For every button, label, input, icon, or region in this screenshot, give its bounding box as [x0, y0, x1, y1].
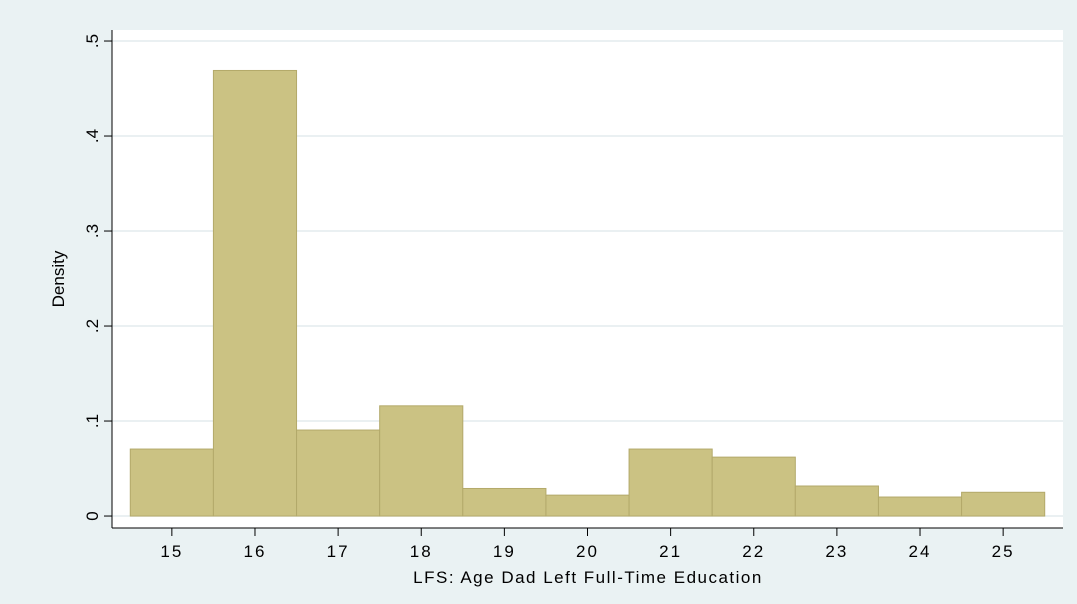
x-tick-label: 22	[742, 542, 765, 561]
y-tick-label: .4	[83, 129, 102, 143]
y-tick-label: .2	[83, 319, 102, 333]
y-tick-label: .5	[83, 34, 102, 48]
x-tick-label: 19	[493, 542, 516, 561]
x-tick-label: 21	[659, 542, 682, 561]
y-axis-label: Density	[49, 250, 68, 307]
x-tick-label: 23	[825, 542, 848, 561]
x-tick-label: 16	[244, 542, 267, 561]
x-tick-label: 24	[909, 542, 932, 561]
x-tick-label: 17	[327, 542, 350, 561]
bar	[711, 456, 796, 517]
bar	[877, 496, 963, 517]
x-tick-label: 20	[576, 542, 599, 561]
x-tick-label: 25	[992, 542, 1015, 561]
y-tick-label: .1	[83, 414, 102, 428]
bar	[794, 485, 879, 517]
bar	[462, 487, 547, 517]
x-axis-label: LFS: Age Dad Left Full-Time Education	[413, 568, 763, 587]
y-tick-label: 0	[83, 511, 102, 520]
bar	[961, 491, 1046, 517]
x-tick-label: 18	[410, 542, 433, 561]
bar	[628, 448, 713, 517]
bar	[129, 448, 214, 517]
bar	[212, 69, 298, 517]
x-tick-label: 15	[160, 542, 183, 561]
bar	[379, 405, 464, 517]
bar	[545, 494, 630, 517]
y-tick-label: .3	[83, 224, 102, 238]
bar	[296, 429, 381, 517]
